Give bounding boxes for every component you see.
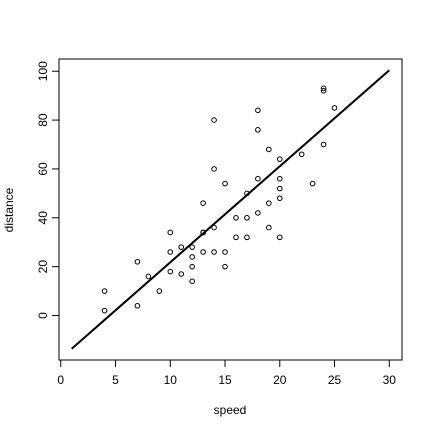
x-tick-label: 15 (218, 373, 232, 387)
x-axis-label: speed (214, 403, 247, 417)
point (320, 85, 327, 92)
x-tick-label: 10 (164, 373, 178, 387)
point (255, 175, 261, 182)
y-tick-label: 0 (36, 312, 50, 319)
point (134, 258, 141, 265)
point (211, 166, 217, 172)
x-tick-label: 20 (273, 373, 287, 387)
point (331, 105, 338, 111)
point (244, 234, 250, 241)
point (211, 224, 217, 231)
point (266, 224, 272, 231)
point (156, 288, 163, 294)
point (211, 117, 217, 123)
y-tick-label: 20 (36, 260, 50, 274)
point (145, 273, 152, 280)
point (276, 175, 283, 182)
point (189, 254, 195, 260)
point (222, 249, 228, 255)
point (222, 263, 228, 270)
point (233, 215, 239, 221)
point (211, 249, 217, 255)
x-tick-label: 30 (383, 373, 397, 387)
point (255, 127, 261, 133)
point (178, 244, 185, 250)
y-axis-label: distance (2, 187, 16, 232)
point (189, 278, 195, 285)
point (298, 151, 305, 158)
point (266, 146, 272, 153)
point (276, 195, 283, 202)
point (255, 107, 261, 114)
point (321, 20, 326, 25)
regression-line (71, 69, 390, 350)
point (222, 180, 228, 187)
plot-area (71, 20, 390, 350)
point (276, 156, 283, 162)
point (266, 200, 272, 206)
point (101, 307, 108, 314)
point (276, 234, 283, 241)
point (276, 185, 283, 192)
point (167, 268, 174, 275)
y-tick-label: 100 (36, 61, 50, 81)
y-tick-label: 40 (36, 211, 50, 225)
y-tick-label: 80 (36, 113, 50, 127)
y-tick-label: 60 (36, 162, 50, 176)
point (189, 263, 195, 270)
point (167, 229, 174, 236)
point (309, 180, 316, 187)
point (200, 200, 206, 206)
x-tick-label: 25 (328, 373, 342, 387)
point (200, 249, 206, 255)
point (255, 210, 261, 216)
point (189, 244, 195, 250)
point (233, 234, 239, 241)
point (320, 87, 327, 94)
point (167, 249, 174, 255)
x-tick-label: 0 (57, 373, 64, 387)
point (244, 215, 250, 221)
point (101, 288, 108, 294)
point (320, 141, 327, 148)
point (178, 271, 185, 277)
x-tick-label: 5 (112, 373, 119, 387)
point (134, 302, 141, 309)
